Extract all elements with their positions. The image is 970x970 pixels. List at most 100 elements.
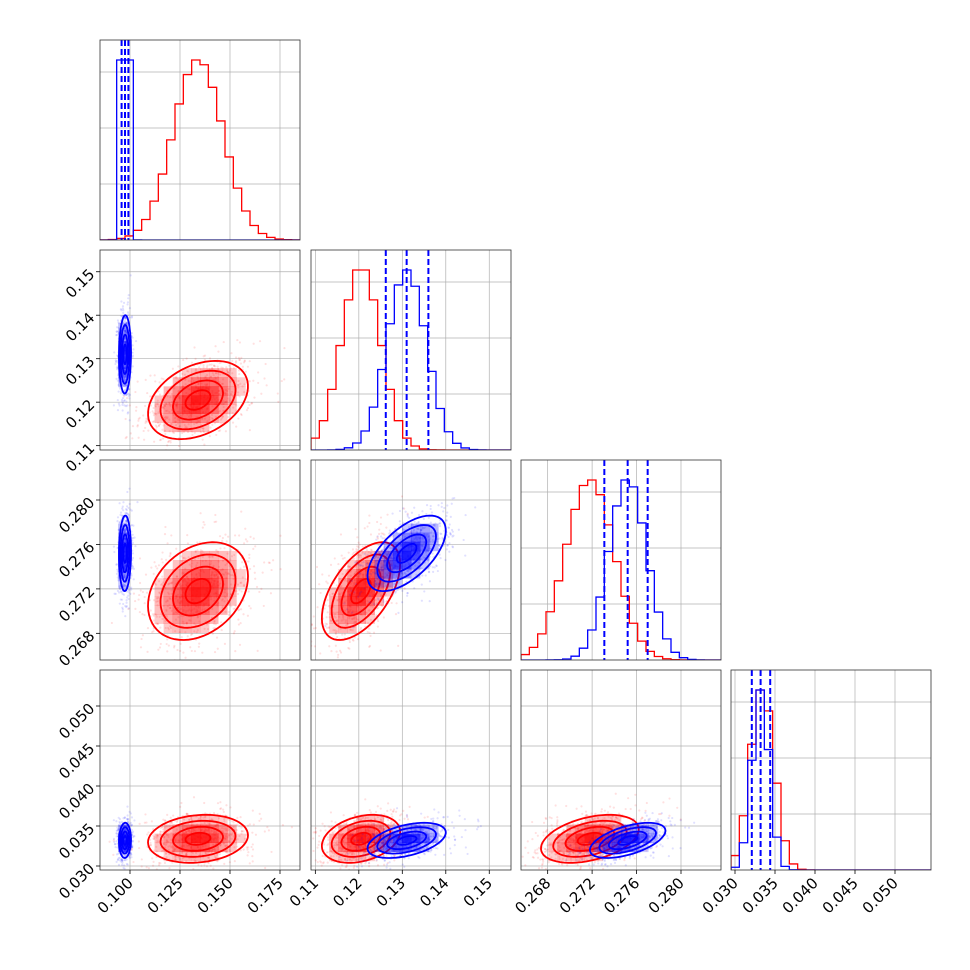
histogram-red (311, 269, 511, 450)
x-tick-label: 0.11 (286, 874, 322, 910)
panel-content (311, 250, 511, 450)
contour-red (147, 359, 249, 441)
panel-frame (99, 39, 301, 241)
contour-red (159, 369, 237, 431)
y-tick-label: 0.11 (62, 439, 98, 475)
x-tick-label: 0.15 (460, 874, 496, 910)
contour-blue (121, 830, 129, 851)
panel-content (731, 670, 931, 870)
x-tick-label: 0.13 (373, 874, 409, 910)
panel-3-2: 0.268 0.272 0.276 0.280 (511, 669, 722, 917)
contour-red (350, 831, 372, 846)
contour-blue (118, 314, 132, 395)
x-tick-label: 0.050 (859, 874, 902, 917)
y-tick-label: 0.280 (55, 494, 98, 537)
panel-content (108, 796, 294, 870)
contour-blue (122, 343, 128, 365)
y-tick-label: 0.272 (55, 583, 98, 626)
contour-red (330, 553, 392, 629)
x-tick-label: 0.175 (244, 874, 287, 917)
contour-red (321, 813, 401, 864)
histogram-red (521, 479, 721, 660)
contour-red (172, 825, 224, 852)
y-tick-label: 0.030 (55, 860, 98, 903)
panel-content (521, 792, 696, 870)
panel-content (112, 274, 286, 450)
contour-blue (376, 826, 437, 855)
x-tick-label: 0.150 (194, 874, 237, 917)
panel-grid (311, 460, 511, 660)
y-tick-label: 0.045 (55, 740, 98, 783)
contour-blue (122, 835, 128, 846)
contour-blue (121, 533, 129, 574)
contour-blue (366, 514, 447, 593)
x-tick-label: 0.276 (600, 874, 643, 917)
x-tick-label: 0.045 (819, 874, 862, 917)
y-tick-label: 0.13 (62, 352, 98, 388)
contour-blue (376, 524, 437, 583)
panel-3-1: 0.11 0.12 0.13 0.14 0.15 (286, 669, 512, 910)
panel-grid (311, 670, 511, 870)
contour-red (184, 578, 212, 605)
panel-frame (520, 459, 722, 661)
y-tick-label: 0.050 (55, 700, 98, 743)
x-tick-label: 0.14 (416, 874, 452, 910)
panel-frame (99, 249, 301, 451)
contour-blue (607, 830, 648, 851)
panel-0-0 (99, 39, 301, 241)
panel-frame (310, 249, 512, 451)
contour-red (320, 541, 402, 641)
y-tick-label: 0.15 (62, 265, 98, 301)
panel-frame (520, 669, 722, 871)
contour-blue (598, 826, 657, 855)
panel-frame (99, 459, 301, 661)
contour-blue (118, 821, 132, 859)
contour-red (350, 578, 372, 605)
histogram-blue (311, 269, 511, 450)
contour-blue (118, 514, 132, 593)
panel-2-1 (310, 459, 512, 661)
y-tick-label: 0.14 (62, 309, 98, 345)
contour-blue (122, 543, 128, 564)
contour-blue (396, 543, 418, 564)
x-tick-label: 0.040 (779, 874, 822, 917)
contour-blue (386, 830, 428, 851)
x-tick-label: 0.12 (329, 874, 365, 910)
contour-red (184, 389, 212, 411)
x-tick-label: 0.030 (699, 874, 742, 917)
x-tick-label: 0.268 (511, 874, 554, 917)
x-tick-label: 0.272 (556, 874, 599, 917)
contour-blue (119, 826, 131, 855)
contour-blue (588, 821, 667, 859)
panel-frame (730, 669, 932, 871)
contour-blue (617, 835, 638, 846)
panel-1-0: 0.11 0.12 0.13 0.14 0.15 (62, 249, 301, 476)
contour-red (340, 825, 382, 852)
x-tick-label: 0.035 (739, 874, 782, 917)
panel-frame (310, 459, 512, 661)
y-tick-label: 0.035 (55, 820, 98, 863)
y-tick-label: 0.268 (55, 627, 98, 670)
panel-2-2 (520, 459, 722, 661)
y-tick-label: 0.040 (55, 780, 98, 823)
panel-content (110, 487, 282, 660)
contour-red (159, 553, 237, 629)
panel-frame (99, 669, 301, 871)
x-tick-label: 0.100 (94, 874, 137, 917)
panel-content (521, 460, 721, 660)
contour-blue (396, 835, 418, 846)
contour-red (330, 819, 392, 858)
contour-red (564, 825, 616, 852)
contour-red (172, 379, 224, 421)
contour-red (147, 813, 249, 864)
panel-content (312, 798, 482, 870)
contour-blue (119, 324, 131, 385)
x-tick-label: 0.125 (144, 874, 187, 917)
contour-red (159, 819, 237, 858)
contour-blue (121, 333, 129, 375)
contour-blue (366, 821, 447, 859)
